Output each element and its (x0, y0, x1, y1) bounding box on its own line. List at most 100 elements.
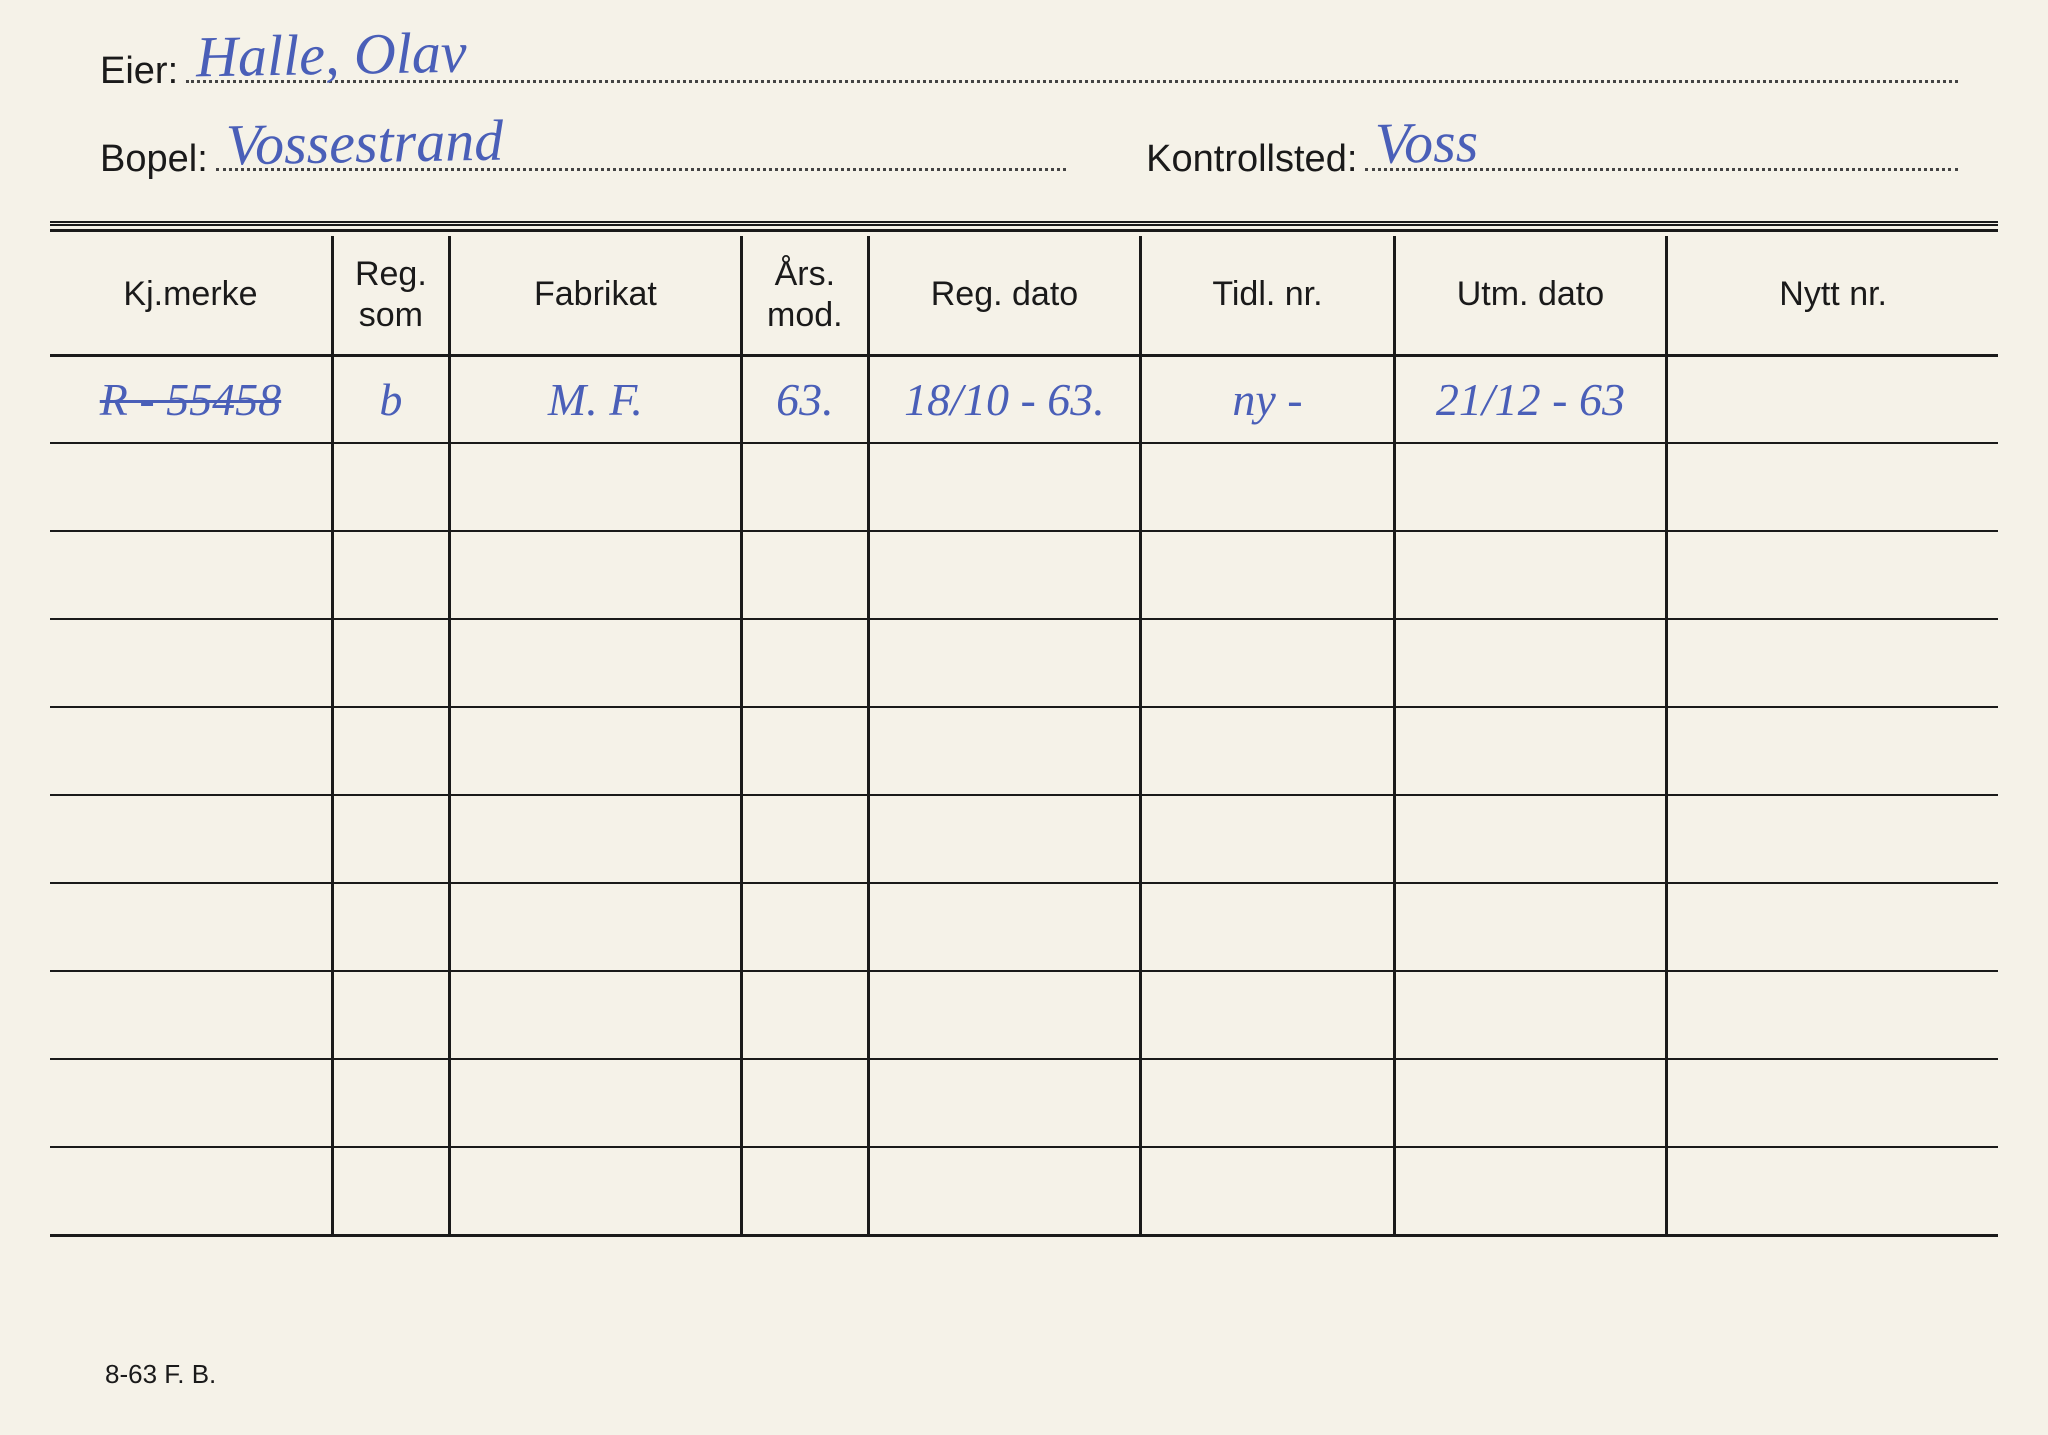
cell-regsom (332, 971, 449, 1059)
cell-fabrikat (449, 619, 741, 707)
table-row (50, 619, 1998, 707)
cell-regdato (868, 443, 1141, 531)
table-row (50, 443, 1998, 531)
cell-kjmerke (50, 795, 332, 883)
cell-utmdato (1394, 1147, 1667, 1235)
cell-arsmod (742, 443, 869, 531)
cell-tidlnr (1141, 443, 1394, 531)
cell-utmdato (1394, 795, 1667, 883)
col-header-regdato: Reg. dato (868, 236, 1141, 355)
cell-fabrikat (449, 795, 741, 883)
cell-regdato (868, 971, 1141, 1059)
table-container: Kj.merke Reg.som Fabrikat Års.mod. Reg. … (50, 221, 1998, 1237)
cell-utmdato: 21/12 - 63 (1394, 355, 1667, 443)
col-header-fabrikat: Fabrikat (449, 236, 741, 355)
eier-line: Halle, Olav (186, 80, 1958, 83)
cell-tidlnr (1141, 707, 1394, 795)
table-body: R - 55458 b M. F. 63. 18/10 - 63. ny - 2… (50, 355, 1998, 1235)
cell-regdato (868, 1147, 1141, 1235)
table-row (50, 971, 1998, 1059)
cell-nyttnr (1667, 795, 1998, 883)
cell-utmdato (1394, 971, 1667, 1059)
cell-utmdato (1394, 707, 1667, 795)
cell-fabrikat (449, 883, 741, 971)
cell-regsom (332, 443, 449, 531)
col-header-kjmerke: Kj.merke (50, 236, 332, 355)
cell-regsom (332, 795, 449, 883)
col-header-nyttnr: Nytt nr. (1667, 236, 1998, 355)
cell-arsmod (742, 531, 869, 619)
cell-nyttnr (1667, 531, 1998, 619)
cell-tidlnr (1141, 795, 1394, 883)
cell-fabrikat (449, 1147, 741, 1235)
cell-regsom (332, 1059, 449, 1147)
cell-regdato (868, 795, 1141, 883)
cell-fabrikat (449, 707, 741, 795)
header-section: Eier: Halle, Olav Bopel: Vossestrand Kon… (50, 40, 1998, 211)
cell-fabrikat: M. F. (449, 355, 741, 443)
col-header-utmdato: Utm. dato (1394, 236, 1667, 355)
cell-arsmod (742, 1059, 869, 1147)
table-row (50, 883, 1998, 971)
cell-regsom (332, 619, 449, 707)
cell-kjmerke (50, 707, 332, 795)
cell-regsom: b (332, 355, 449, 443)
cell-fabrikat (449, 443, 741, 531)
cell-regsom (332, 707, 449, 795)
cell-kjmerke (50, 971, 332, 1059)
cell-regdato: 18/10 - 63. (868, 355, 1141, 443)
cell-fabrikat (449, 531, 741, 619)
table-row (50, 1059, 1998, 1147)
kontrollsted-line: Voss (1365, 168, 1958, 171)
cell-tidlnr (1141, 531, 1394, 619)
cell-tidlnr (1141, 1059, 1394, 1147)
cell-arsmod (742, 971, 869, 1059)
cell-nyttnr (1667, 1147, 1998, 1235)
registration-card: Eier: Halle, Olav Bopel: Vossestrand Kon… (50, 40, 1998, 1405)
cell-nyttnr (1667, 883, 1998, 971)
kontrollsted-label: Kontrollsted: (1146, 138, 1357, 181)
cell-arsmod (742, 707, 869, 795)
bopel-value: Vossestrand (225, 107, 503, 179)
footer-code: 8-63 F. B. (105, 1359, 216, 1390)
cell-regdato (868, 531, 1141, 619)
cell-arsmod (742, 883, 869, 971)
cell-regdato (868, 619, 1141, 707)
cell-kjmerke: R - 55458 (50, 355, 332, 443)
cell-utmdato (1394, 619, 1667, 707)
cell-regsom (332, 531, 449, 619)
cell-tidlnr (1141, 883, 1394, 971)
cell-kjmerke (50, 443, 332, 531)
registration-table: Kj.merke Reg.som Fabrikat Års.mod. Reg. … (50, 236, 1998, 1237)
eier-label: Eier: (100, 50, 178, 93)
table-row (50, 707, 1998, 795)
cell-kjmerke (50, 531, 332, 619)
table-header-row: Kj.merke Reg.som Fabrikat Års.mod. Reg. … (50, 236, 1998, 355)
cell-arsmod (742, 1147, 869, 1235)
cell-utmdato (1394, 531, 1667, 619)
cell-arsmod: 63. (742, 355, 869, 443)
cell-nyttnr (1667, 971, 1998, 1059)
cell-tidlnr (1141, 1147, 1394, 1235)
cell-nyttnr (1667, 707, 1998, 795)
second-row: Bopel: Vossestrand Kontrollsted: Voss (100, 138, 1958, 181)
cell-kjmerke (50, 619, 332, 707)
cell-nyttnr (1667, 619, 1998, 707)
cell-regdato (868, 883, 1141, 971)
table-row (50, 795, 1998, 883)
table-row: R - 55458 b M. F. 63. 18/10 - 63. ny - 2… (50, 355, 1998, 443)
cell-kjmerke (50, 1059, 332, 1147)
struck-value: R - 55458 (100, 374, 281, 425)
eier-value: Halle, Olav (196, 19, 468, 91)
cell-regdato (868, 1059, 1141, 1147)
cell-kjmerke (50, 883, 332, 971)
cell-utmdato (1394, 1059, 1667, 1147)
cell-regsom (332, 1147, 449, 1235)
cell-regsom (332, 883, 449, 971)
kontrollsted-group: Kontrollsted: Voss (1146, 138, 1958, 181)
cell-nyttnr (1667, 1059, 1998, 1147)
cell-fabrikat (449, 971, 741, 1059)
cell-tidlnr: ny - (1141, 355, 1394, 443)
cell-kjmerke (50, 1147, 332, 1235)
kontrollsted-value: Voss (1375, 108, 1479, 177)
